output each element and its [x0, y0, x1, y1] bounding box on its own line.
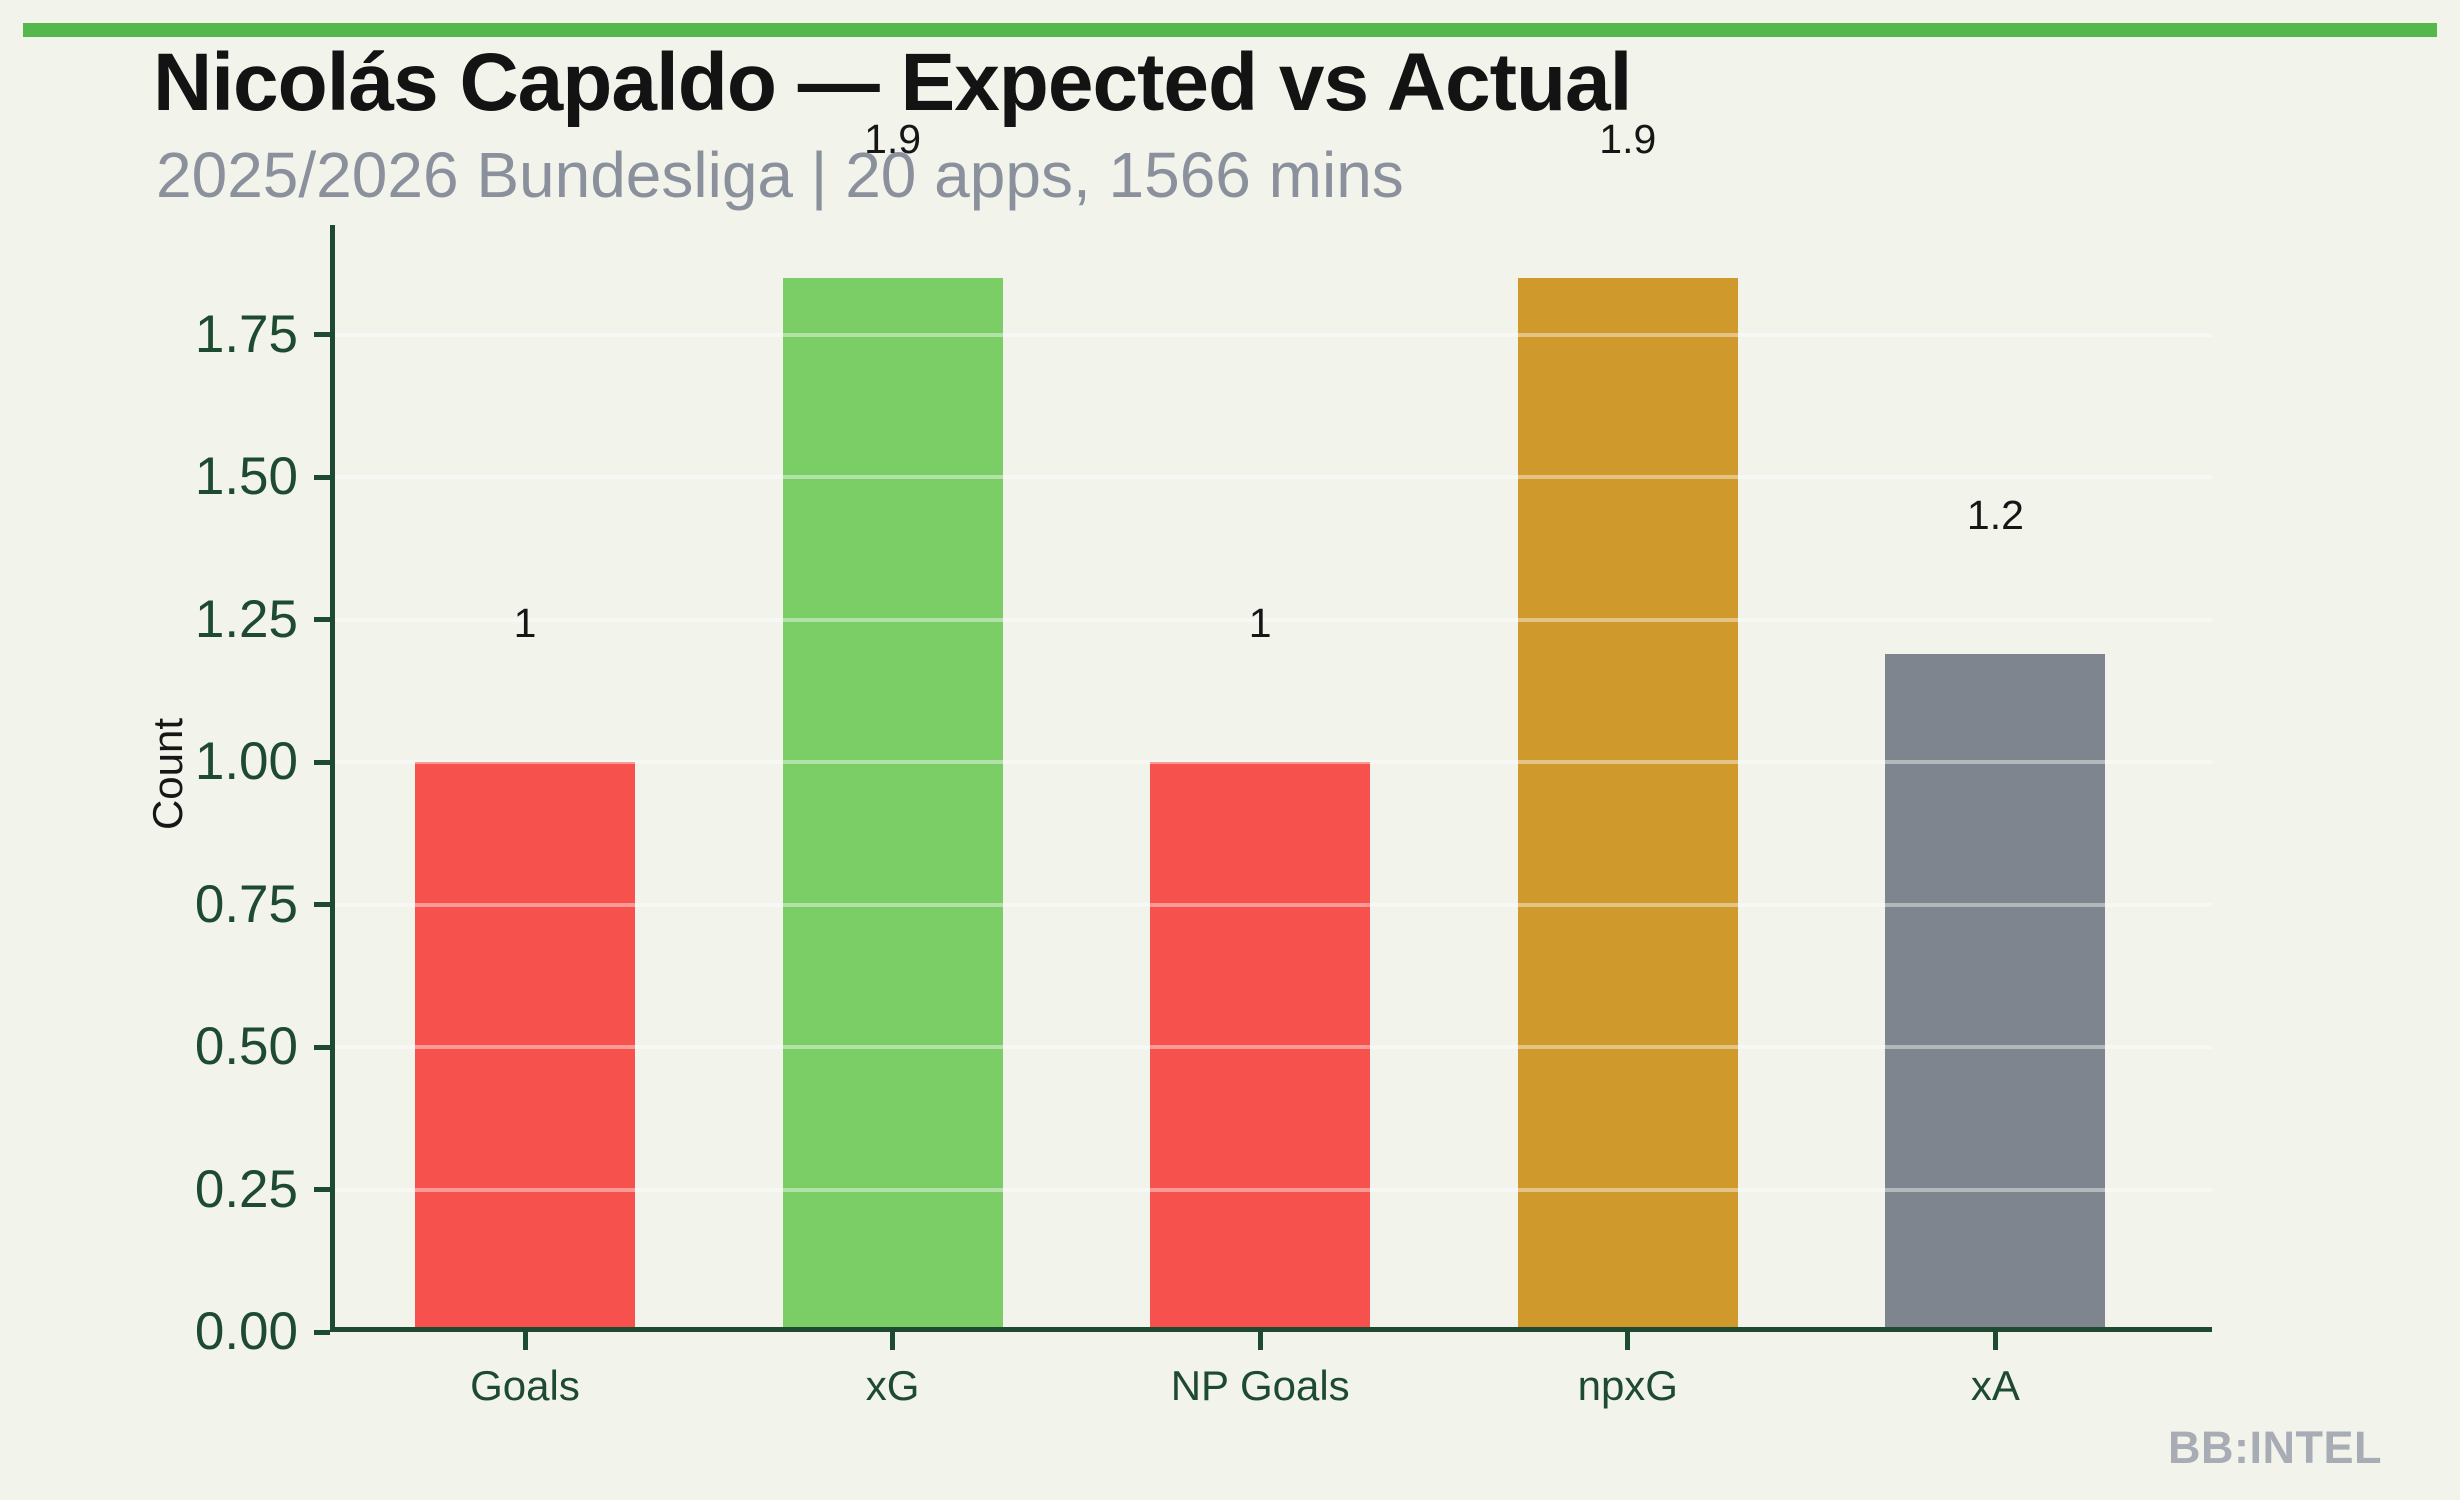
- gridline: [330, 617, 2212, 622]
- y-tick-mark: [314, 1329, 330, 1335]
- y-tick-label: 0.00: [194, 1302, 298, 1361]
- bar-np-goals: [1150, 762, 1371, 1332]
- y-tick-label: 0.25: [194, 1159, 298, 1219]
- y-tick-mark: [314, 902, 330, 907]
- y-tick-label: 1.00: [194, 732, 298, 791]
- bar-value-label: 1.9: [864, 115, 922, 162]
- x-tick-mark: [890, 1332, 896, 1350]
- y-tick-mark: [314, 332, 330, 337]
- bar-npxg: [1517, 277, 1738, 1332]
- top-accent-bar: [23, 23, 2437, 37]
- gridline: [330, 332, 2212, 337]
- bar-value-label: 1.2: [1966, 491, 2024, 538]
- y-tick-label: 1.75: [194, 304, 298, 364]
- y-tick-label: 0.50: [194, 1017, 298, 1076]
- watermark: BB:INTEL: [2168, 1422, 2382, 1473]
- bar-value-label: 1: [513, 600, 537, 646]
- x-tick-label: xA: [1970, 1362, 2020, 1409]
- y-tick-mark: [314, 617, 330, 622]
- bar-xg: [782, 277, 1003, 1332]
- x-tick-label: Goals: [470, 1362, 580, 1409]
- x-tick-label: xG: [865, 1362, 920, 1409]
- gridline: [330, 1045, 2212, 1049]
- x-tick-label: NP Goals: [1170, 1362, 1350, 1409]
- x-axis-line: [330, 1327, 2212, 1332]
- x-tick-mark: [1625, 1332, 1631, 1350]
- gridline: [330, 475, 2212, 479]
- y-tick-mark: [314, 759, 330, 765]
- chart-subtitle: 2025/2026 Bundesliga | 20 apps, 1566 min…: [156, 139, 1404, 211]
- x-tick-label: npxG: [1577, 1362, 1678, 1409]
- y-axis-line: [330, 225, 335, 1332]
- y-tick-label: 0.75: [194, 874, 298, 934]
- gridline: [330, 1187, 2212, 1192]
- bar-value-label: 1.9: [1599, 115, 1657, 162]
- bar-xa: [1885, 653, 2106, 1332]
- gridline: [330, 760, 2212, 764]
- y-tick-mark: [314, 474, 330, 480]
- chart-title: Nicolás Capaldo — Expected vs Actual: [153, 37, 1632, 128]
- plot-area: 0.00 0.25 0.50 0.75 1.00 1.25 1.50 1.75 1 Goals 1.…: [195, 118, 2212, 1409]
- y-tick-mark: [314, 1187, 330, 1192]
- y-tick-mark: [314, 1044, 330, 1050]
- x-tick-mark: [1992, 1332, 1998, 1350]
- gridline: [330, 902, 2212, 907]
- y-axis-title: Count: [144, 717, 191, 831]
- bar-goals: [415, 762, 635, 1332]
- x-tick-mark: [1257, 1332, 1263, 1350]
- y-tick-label: 1.50: [194, 447, 298, 506]
- bar-value-label: 1: [1248, 600, 1272, 646]
- y-tick-label: 1.25: [194, 589, 298, 649]
- x-tick-mark: [522, 1332, 528, 1350]
